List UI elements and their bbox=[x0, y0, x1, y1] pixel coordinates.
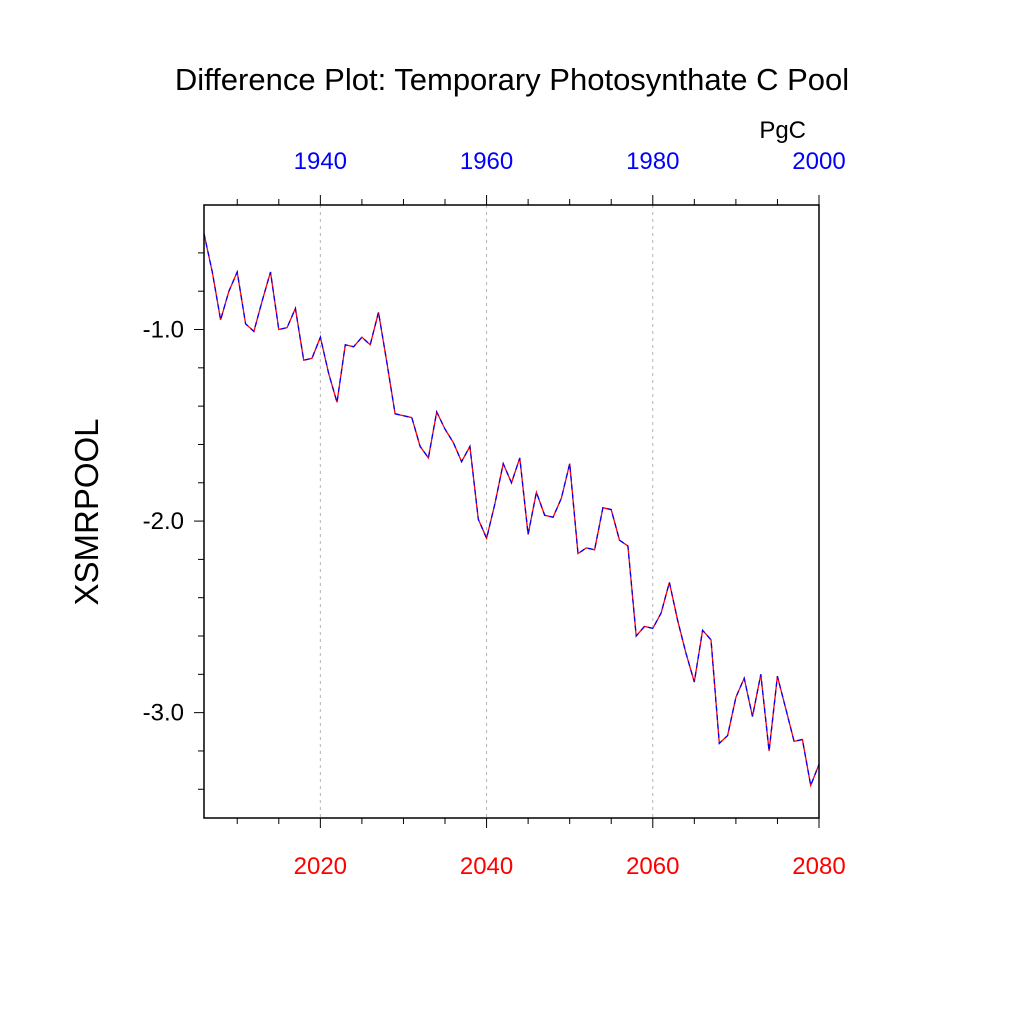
axis-ticks bbox=[194, 195, 820, 828]
y-tick-label: -2.0 bbox=[143, 508, 184, 535]
top-tick-label: 1940 bbox=[294, 148, 347, 175]
y-tick-label: -3.0 bbox=[143, 700, 184, 727]
y-axis-label: XSMRPOOL bbox=[68, 418, 105, 605]
bottom-tick-label: 2040 bbox=[460, 853, 513, 880]
top-tick-label: 2000 bbox=[792, 148, 845, 175]
y-tick-label: -1.0 bbox=[143, 317, 184, 344]
plot-frame bbox=[203, 204, 820, 819]
series-line-blue bbox=[203, 233, 820, 788]
bottom-tick-label: 2060 bbox=[626, 853, 679, 880]
tick-labels: 2020 2040 2060 2080 1940 1960 1980 2000 -1.0 -2.0… bbox=[143, 148, 846, 880]
chart-title: Difference Plot: Temporary Photosynthate… bbox=[175, 62, 849, 97]
units-label: PgC bbox=[759, 117, 806, 144]
top-tick-label: 1980 bbox=[626, 148, 679, 175]
bottom-tick-label: 2080 bbox=[792, 853, 845, 880]
series-group bbox=[203, 233, 820, 788]
top-tick-label: 1960 bbox=[460, 148, 513, 175]
bottom-tick-label: 2020 bbox=[294, 853, 347, 880]
